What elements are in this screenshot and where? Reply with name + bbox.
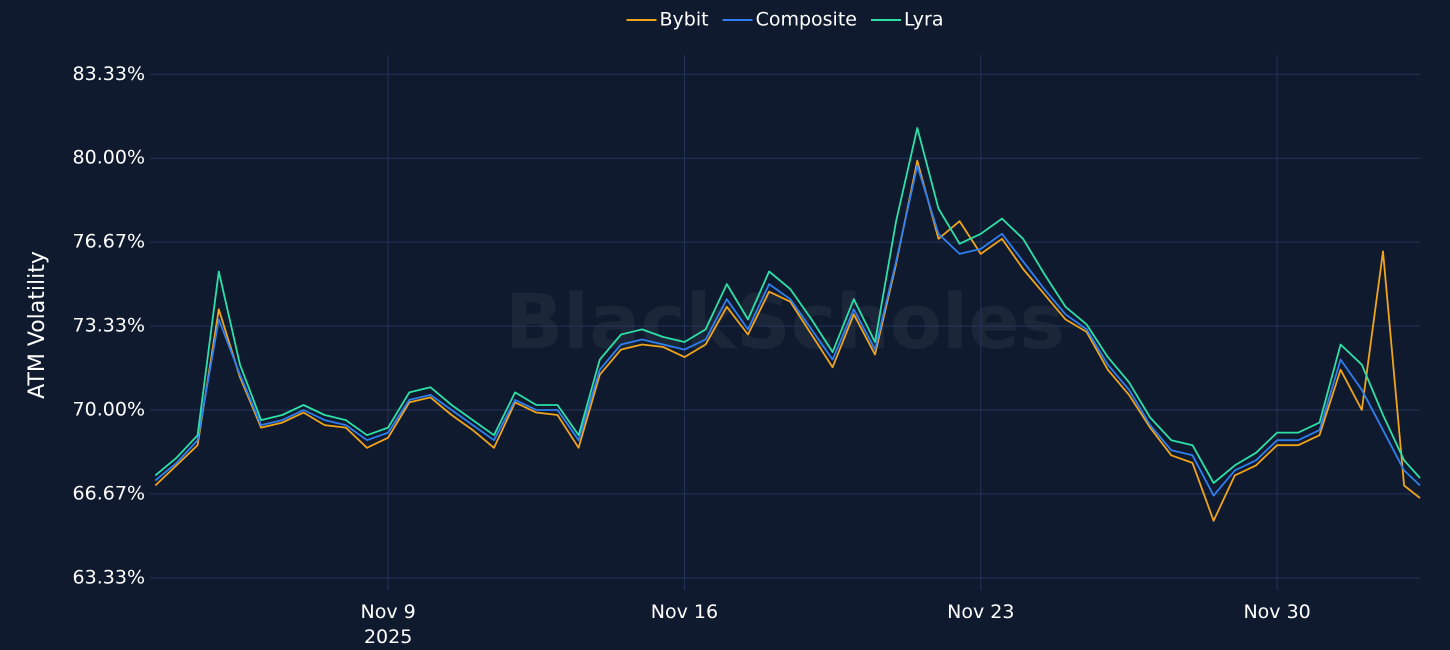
legend: Bybit Composite Lyra bbox=[626, 9, 944, 31]
x-tick-label: Nov 16 bbox=[650, 601, 719, 623]
y-tick-label: 63.33% bbox=[73, 566, 145, 588]
y-tick-label: 73.33% bbox=[73, 315, 145, 337]
grid bbox=[150, 55, 1420, 590]
y-tick-label: 66.67% bbox=[73, 482, 145, 504]
x-tick-label: Nov 23 bbox=[947, 601, 1015, 623]
y-axis-title: ATM Volatility bbox=[25, 251, 50, 399]
y-tick-label: 70.00% bbox=[73, 398, 145, 420]
y-tick-label: 83.33% bbox=[73, 63, 145, 85]
line bbox=[154, 127, 1421, 484]
legend-label: Lyra bbox=[904, 9, 944, 31]
legend-label: Composite bbox=[756, 9, 857, 31]
y-tick-label: 76.67% bbox=[73, 231, 145, 253]
line bbox=[154, 164, 1421, 497]
legend-label: Bybit bbox=[659, 9, 708, 31]
x-tick-label: Nov 30 bbox=[1243, 601, 1311, 623]
x-tick-label: Nov 9 2025 bbox=[360, 601, 416, 648]
y-tick-label: 80.00% bbox=[73, 147, 145, 169]
watermark: BlackScholes bbox=[505, 277, 1065, 366]
line bbox=[154, 159, 1421, 522]
